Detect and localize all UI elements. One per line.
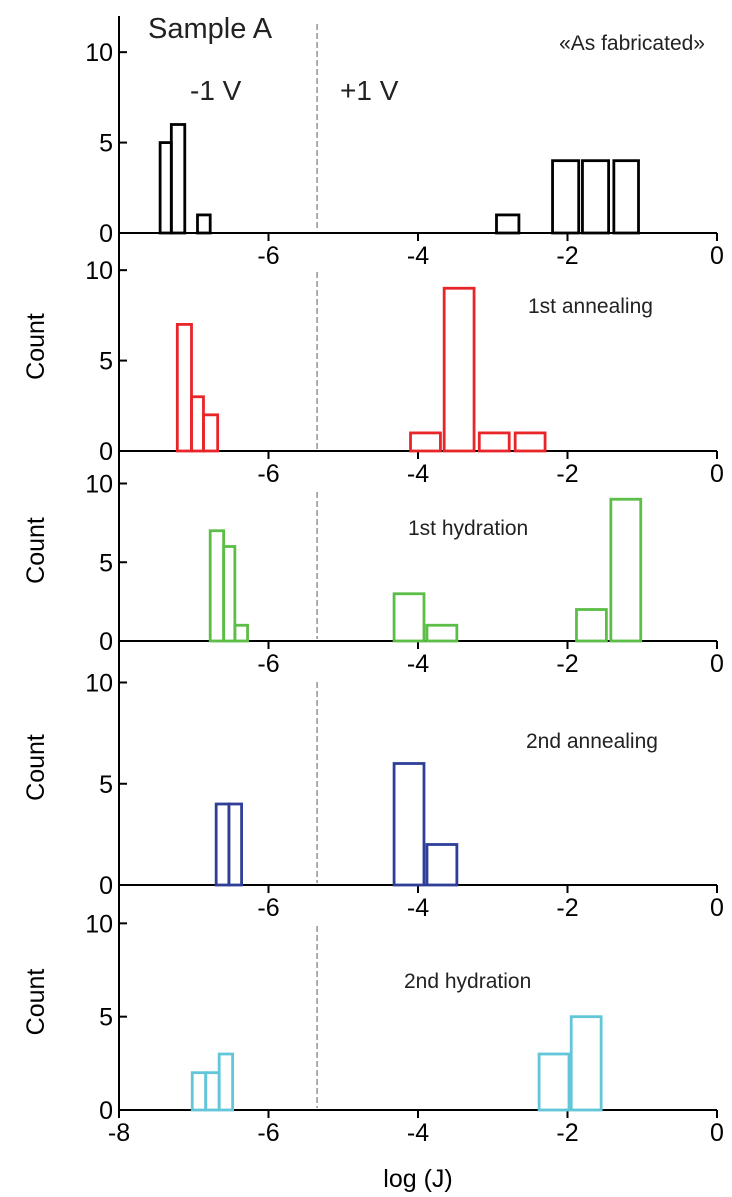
panel-label: 1st hydration <box>408 517 528 540</box>
y-tick-label: 10 <box>85 257 113 285</box>
y-tick-label: 0 <box>99 438 113 466</box>
histogram-bar <box>169 123 187 235</box>
histogram-bar <box>537 1052 571 1112</box>
histogram-bar <box>208 529 226 643</box>
y-tick-label: 5 <box>99 1004 113 1032</box>
histogram-bar <box>612 159 640 235</box>
y-tick-label: 5 <box>99 549 113 577</box>
panel-label: «As fabricated» <box>559 32 705 55</box>
histogram-bar <box>581 159 611 235</box>
x-tick-label: -4 <box>407 242 429 270</box>
y-tick-label: 10 <box>85 910 113 938</box>
panel-3: 0 5 10 -6 -4 -2 0 1st hydration Count <box>22 452 724 678</box>
x-tick-label: -2 <box>556 242 578 270</box>
x-tick-label: -4 <box>407 1119 429 1147</box>
panel-4: 0 5 10 -6 -4 -2 0 2nd annealing Count <box>22 642 724 922</box>
histogram-bar <box>158 141 173 235</box>
histogram-bar <box>425 623 459 643</box>
x-tick-label: -2 <box>556 460 578 488</box>
panel-label: 2nd annealing <box>526 730 658 753</box>
x-tick-label: -6 <box>257 1119 279 1147</box>
histogram-bar <box>513 431 547 453</box>
histogram-bar <box>409 431 442 453</box>
histogram-bar <box>569 1015 603 1112</box>
x-axis-title: log (J) <box>383 1165 452 1193</box>
histogram-bar <box>217 1052 235 1112</box>
histogram-bar <box>575 608 608 643</box>
histogram-bar <box>392 592 426 643</box>
x-tick-label: -4 <box>407 650 429 678</box>
y-axis-title: Count <box>22 517 50 584</box>
histogram-bar <box>392 762 426 887</box>
y-tick-label: 10 <box>85 670 113 698</box>
histogram-bar <box>442 286 476 453</box>
x-tick-label: 0 <box>710 650 724 678</box>
y-axis-title: Count <box>22 734 50 801</box>
histogram-bar <box>190 1071 208 1112</box>
histogram-bar <box>222 545 237 643</box>
x-tick-label: -2 <box>556 894 578 922</box>
x-tick-label: -6 <box>257 460 279 488</box>
x-tick-label: 0 <box>710 1119 724 1147</box>
panel-5: 0 5 10 -8 -6 -4 -2 0 2nd hydration Count <box>22 886 724 1147</box>
panel-1: 0 5 10 -6 -4 -2 0 «As fabricated» <box>85 16 724 270</box>
sample-title: Sample A <box>148 13 273 45</box>
y-tick-label: 0 <box>99 220 113 248</box>
x-tick-label: -2 <box>556 650 578 678</box>
right-bias-label: +1 V <box>340 75 399 106</box>
x-tick-label: -6 <box>257 894 279 922</box>
panel-2: 0 5 10 -6 -4 -2 0 1st annealing Count <box>22 234 724 488</box>
histogram-bar <box>495 213 521 235</box>
x-tick-label: -6 <box>257 242 279 270</box>
left-bias-label: -1 V <box>190 75 242 106</box>
x-tick-label: -2 <box>556 1119 578 1147</box>
x-tick-label: -8 <box>108 1119 130 1147</box>
y-tick-label: 10 <box>85 471 113 499</box>
histogram-bar <box>551 159 581 235</box>
panel-label: 1st annealing <box>528 295 653 318</box>
histogram-bar <box>609 497 643 643</box>
histogram-bar <box>204 1071 221 1112</box>
x-tick-label: 0 <box>710 894 724 922</box>
histogram-bar <box>477 431 511 453</box>
panel-label: 2nd hydration <box>404 970 531 993</box>
x-tick-label: -4 <box>407 460 429 488</box>
histogram-bar <box>196 213 212 235</box>
histogram-bar <box>190 395 205 453</box>
histogram-bar <box>202 413 220 453</box>
y-axis-title: Count <box>22 313 50 380</box>
y-tick-label: 5 <box>99 348 113 376</box>
histogram-bar <box>214 802 231 887</box>
panels-group: 0 5 10 -6 -4 -2 0 «As fabricated» 0 5 10 -6 -4 -2 0 1st… <box>22 16 724 1147</box>
histogram-bar <box>175 323 193 453</box>
y-tick-label: 10 <box>85 39 113 67</box>
y-tick-label: 0 <box>99 1097 113 1125</box>
x-tick-label: -6 <box>257 650 279 678</box>
x-tick-label: 0 <box>710 460 724 488</box>
x-tick-label: -4 <box>407 894 429 922</box>
y-tick-label: 0 <box>99 628 113 656</box>
x-tick-label: 0 <box>710 242 724 270</box>
y-tick-label: 0 <box>99 872 113 900</box>
histogram-bar <box>425 843 459 887</box>
y-axis-title: Count <box>22 969 50 1036</box>
histogram-bar <box>227 802 243 887</box>
y-tick-label: 5 <box>99 130 113 158</box>
histogram-bar <box>233 623 249 643</box>
y-tick-label: 5 <box>99 771 113 799</box>
